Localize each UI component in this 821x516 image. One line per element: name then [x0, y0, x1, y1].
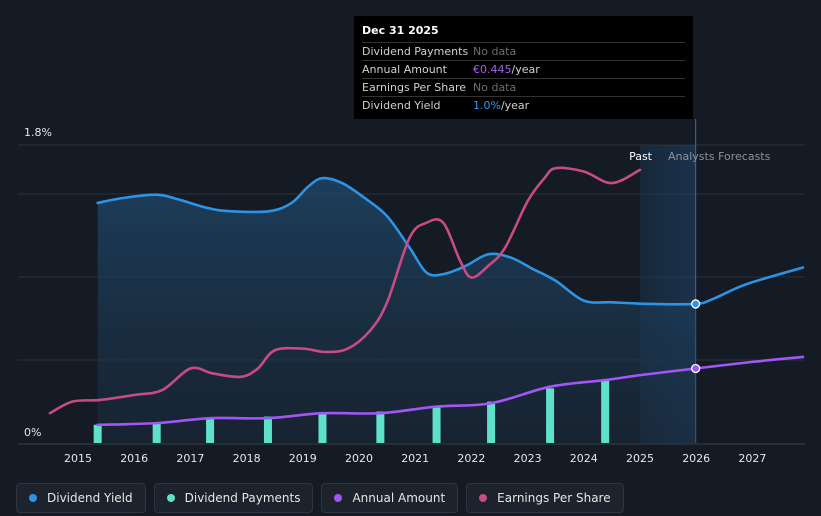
- y-axis-top-label: 1.8%: [24, 126, 52, 139]
- x-tick-label: 2015: [64, 452, 92, 465]
- legend-label: Dividend Payments: [184, 491, 301, 505]
- tooltip-value: 1.0%: [473, 99, 501, 112]
- legend-label: Dividend Yield: [47, 491, 133, 505]
- x-tick-label: 2020: [345, 452, 373, 465]
- x-tick-label: 2016: [120, 452, 148, 465]
- legend-dividend-payments[interactable]: Dividend Payments: [153, 483, 314, 513]
- tooltip-row-annual-amount: Annual Amount €0.445/year: [362, 60, 685, 78]
- dividend-payment-bar: [318, 413, 327, 443]
- x-tick-label: 2022: [457, 452, 485, 465]
- dot-icon: [166, 494, 175, 502]
- past-label: Past: [629, 150, 653, 163]
- tooltip-label: Dividend Payments: [362, 45, 469, 58]
- dividend-payment-bar: [546, 388, 555, 443]
- tooltip-value: €0.445: [473, 63, 512, 76]
- x-tick-label: 2018: [233, 452, 261, 465]
- dividend-payment-bar: [601, 380, 610, 443]
- dot-icon: [479, 494, 488, 502]
- x-tick-label: 2019: [289, 452, 317, 465]
- legend-label: Earnings Per Share: [497, 491, 611, 505]
- tooltip-value: No data: [473, 45, 517, 58]
- dividend-payment-bar: [152, 423, 161, 443]
- legend-annual-amount[interactable]: Annual Amount: [321, 483, 459, 513]
- tooltip-row-dividend-payments: Dividend Payments No data: [362, 42, 685, 60]
- dividend-yield-area: [97, 178, 696, 443]
- tooltip-row-earnings-per-share: Earnings Per Share No data: [362, 78, 685, 96]
- tooltip-label: Dividend Yield: [362, 99, 441, 112]
- x-tick-label: 2024: [570, 452, 598, 465]
- x-tick-label: 2026: [682, 452, 710, 465]
- dividend-payment-bar: [263, 416, 272, 443]
- dot-icon: [29, 494, 37, 502]
- dot-icon: [334, 494, 343, 502]
- dividend-payment-bar: [93, 424, 102, 443]
- tooltip-label: Earnings Per Share: [362, 81, 467, 94]
- legend-dividend-yield[interactable]: Dividend Yield: [16, 483, 146, 513]
- annual-amount-line: [96, 355, 805, 427]
- legend-earnings-per-share[interactable]: Earnings Per Share: [466, 483, 624, 513]
- tooltip-label: Annual Amount: [362, 63, 447, 76]
- tooltip-unit: /year: [511, 63, 540, 76]
- x-tick-label: 2023: [514, 452, 542, 465]
- dividend-payment-bar: [487, 401, 496, 443]
- legend-label: Annual Amount: [352, 491, 446, 505]
- tooltip-unit: /year: [500, 99, 530, 112]
- x-tick-label: 2021: [401, 452, 429, 465]
- chart-legend: Dividend Yield Dividend Payments Annual …: [16, 483, 624, 513]
- chart-tooltip: Dec 31 2025 Dividend Payments No data An…: [354, 16, 693, 119]
- tooltip-row-dividend-yield: Dividend Yield 1.0%/year: [362, 96, 685, 114]
- dividend-payment-bar: [206, 418, 215, 443]
- dividend-payment-bar: [432, 406, 441, 443]
- x-tick-label: 2025: [626, 452, 654, 465]
- annual-amount-marker: [690, 363, 701, 374]
- x-tick-label: 2027: [738, 452, 766, 465]
- dividend-yield-line: [96, 176, 805, 306]
- x-tick-label: 2017: [176, 452, 204, 465]
- earnings-per-share-line: [48, 166, 642, 415]
- tooltip-value: No data: [473, 81, 517, 94]
- y-axis-bottom-label: 0%: [24, 426, 42, 439]
- dividend-payment-bar: [376, 411, 385, 443]
- tooltip-date: Dec 31 2025: [362, 24, 439, 37]
- dividend-yield-marker: [690, 299, 701, 309]
- forecast-label: Analysts Forecasts: [668, 150, 771, 163]
